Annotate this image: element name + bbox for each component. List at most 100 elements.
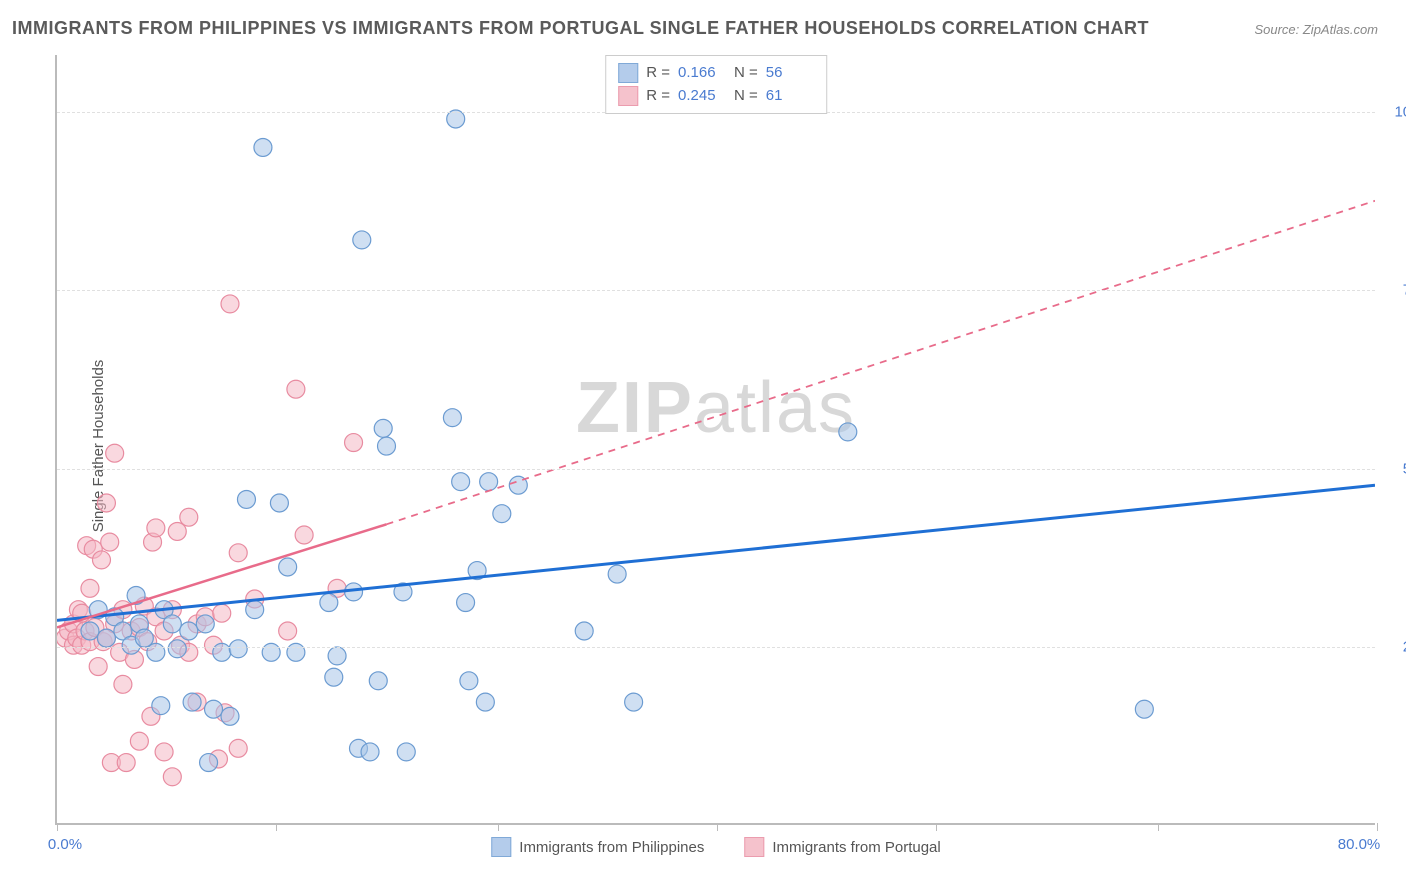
chart-title: IMMIGRANTS FROM PHILIPPINES VS IMMIGRANT…: [12, 18, 1149, 39]
scatter-point: [84, 540, 102, 558]
scatter-point: [229, 739, 247, 757]
scatter-point: [345, 434, 363, 452]
y-tick-label: 10.0%: [1394, 104, 1406, 121]
scatter-point: [122, 636, 140, 654]
scatter-point: [328, 579, 346, 597]
scatter-point: [135, 597, 153, 615]
scatter-point: [229, 640, 247, 658]
scatter-point: [86, 618, 104, 636]
scatter-point: [127, 586, 145, 604]
scatter-point: [130, 732, 148, 750]
scatter-point: [493, 505, 511, 523]
scatter-point: [237, 490, 255, 508]
stat-row-series-1: R = 0.245 N = 61: [618, 85, 814, 108]
scatter-point: [254, 138, 272, 156]
scatter-point: [106, 608, 124, 626]
scatter-point: [168, 522, 186, 540]
scatter-point: [270, 494, 288, 512]
r-value-0: 0.166: [678, 62, 726, 85]
scatter-point: [73, 604, 91, 622]
watermark-main: ZIP: [576, 368, 694, 448]
scatter-point: [295, 526, 313, 544]
scatter-point: [97, 494, 115, 512]
gridline-h: [57, 469, 1375, 470]
scatter-point: [64, 615, 82, 633]
scatter-point: [125, 650, 143, 668]
watermark: ZIPatlas: [576, 367, 856, 449]
scatter-point: [155, 743, 173, 761]
scatter-point: [369, 672, 387, 690]
scatter-point: [353, 231, 371, 249]
scatter-point: [139, 633, 157, 651]
watermark-sub: atlas: [694, 368, 856, 448]
scatter-point: [209, 750, 227, 768]
scatter-point: [221, 295, 239, 313]
scatter-point: [205, 636, 223, 654]
scatter-point: [229, 544, 247, 562]
scatter-point: [117, 754, 135, 772]
scatter-point: [89, 601, 107, 619]
scatter-point: [188, 615, 206, 633]
source-attribution: Source: ZipAtlas.com: [1254, 22, 1378, 37]
scatter-point: [397, 743, 415, 761]
scatter-point: [147, 519, 165, 537]
scatter-point: [452, 473, 470, 491]
swatch-series-0: [618, 63, 638, 83]
x-tick: [276, 823, 277, 831]
scatter-point: [345, 583, 363, 601]
scatter-point: [73, 636, 91, 654]
scatter-point: [279, 558, 297, 576]
scatter-point: [76, 622, 94, 640]
scatter-point: [144, 533, 162, 551]
scatter-point: [114, 675, 132, 693]
scatter-point: [196, 615, 214, 633]
gridline-h: [57, 647, 1375, 648]
scatter-point: [320, 594, 338, 612]
scatter-point: [361, 743, 379, 761]
scatter-point: [106, 615, 124, 633]
trend-line-series-1-dashed: [387, 201, 1376, 525]
scatter-point: [106, 444, 124, 462]
scatter-point: [172, 636, 190, 654]
legend-item-0: Immigrants from Philippines: [491, 837, 704, 857]
scatter-point: [97, 629, 115, 647]
x-tick: [936, 823, 937, 831]
n-value-0: 56: [766, 62, 814, 85]
scatter-point: [200, 754, 218, 772]
scatter-point: [180, 508, 198, 526]
scatter-point: [213, 604, 231, 622]
scatter-point: [97, 629, 115, 647]
scatter-point: [68, 629, 86, 647]
scatter-point: [155, 601, 173, 619]
trend-line-series-0: [57, 485, 1375, 620]
scatter-point: [60, 622, 78, 640]
scatter-point: [460, 672, 478, 690]
scatter-point: [147, 608, 165, 626]
n-label: N =: [734, 85, 758, 108]
legend-label-0: Immigrants from Philippines: [519, 839, 704, 856]
scatter-point: [81, 622, 99, 640]
gridline-h: [57, 290, 1375, 291]
scatter-point: [78, 537, 96, 555]
scatter-point: [92, 551, 110, 569]
bottom-legend: Immigrants from Philippines Immigrants f…: [491, 837, 940, 857]
scatter-point: [279, 622, 297, 640]
scatter-point: [163, 601, 181, 619]
scatter-point: [608, 565, 626, 583]
x-tick-label: 80.0%: [1338, 836, 1381, 853]
swatch-series-1: [618, 86, 638, 106]
scatter-point: [509, 476, 527, 494]
scatter-point: [374, 419, 392, 437]
scatter-point: [839, 423, 857, 441]
legend-item-1: Immigrants from Portugal: [744, 837, 940, 857]
scatter-point: [180, 622, 198, 640]
scatter-point: [1135, 700, 1153, 718]
x-tick: [717, 823, 718, 831]
scatter-point: [81, 633, 99, 651]
scatter-point: [246, 590, 264, 608]
n-label: N =: [734, 62, 758, 85]
scatter-point: [468, 562, 486, 580]
scatter-point: [152, 697, 170, 715]
trend-line-series-1-solid: [57, 524, 387, 627]
scatter-point: [457, 594, 475, 612]
